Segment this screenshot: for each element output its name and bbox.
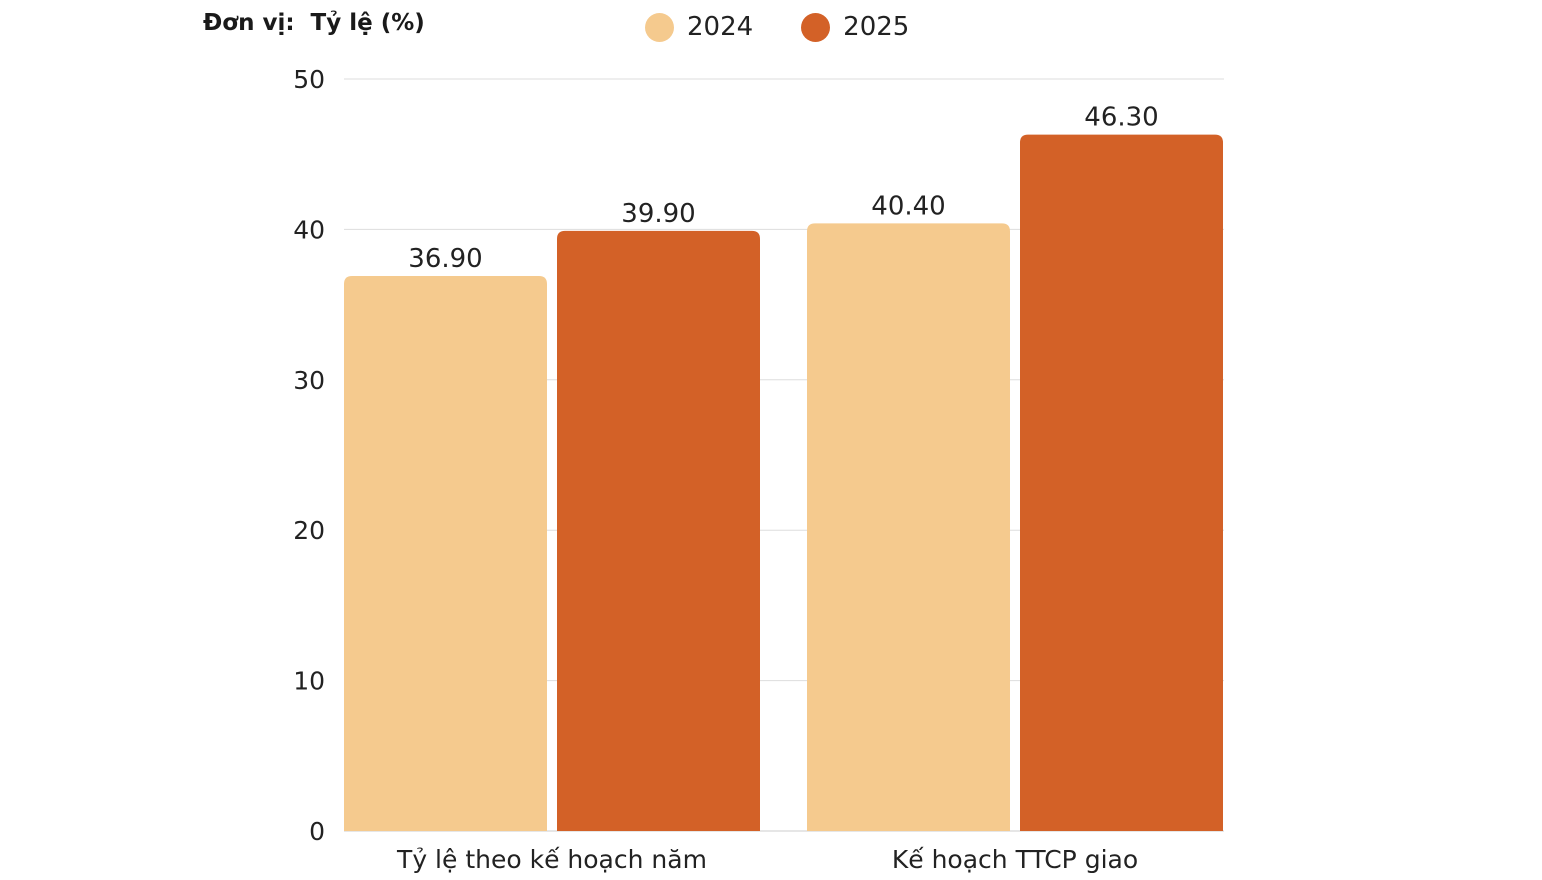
legend-item-2024[interactable]: 2024 [645, 12, 753, 42]
unit-label: Đơn vị: Tỷ lệ (%) [203, 10, 425, 36]
y-tick-label-0: 0 [309, 817, 325, 846]
bar-2025-0 [557, 230, 760, 832]
data-label-2024-1: 40.40 [871, 191, 945, 221]
data-label-2025-0: 39.90 [621, 199, 695, 229]
y-tick-label-30: 30 [293, 366, 325, 395]
legend: 2024 2025 [645, 12, 957, 42]
legend-item-2025[interactable]: 2025 [801, 12, 909, 42]
legend-label-2024: 2024 [687, 12, 754, 42]
y-tick-label-40: 40 [293, 215, 325, 244]
legend-swatch-2025 [801, 12, 831, 42]
x-category-label-1: Kế hoạch TTCP giao [892, 845, 1138, 874]
y-tick-label-50: 50 [293, 65, 325, 94]
bar-2024-1 [807, 223, 1010, 831]
data-label-2024-0: 36.90 [408, 244, 482, 274]
y-tick-label-10: 10 [293, 667, 325, 696]
legend-label-2025: 2025 [843, 12, 910, 42]
data-label-2025-1: 46.30 [1084, 103, 1158, 133]
y-tick-label-20: 20 [293, 516, 325, 545]
bar-2025-1 [1020, 134, 1223, 831]
legend-swatch-2024 [645, 12, 674, 42]
bar-2024-0 [344, 276, 547, 831]
x-category-label-0: Tỷ lệ theo kế hoạch năm [396, 845, 707, 874]
